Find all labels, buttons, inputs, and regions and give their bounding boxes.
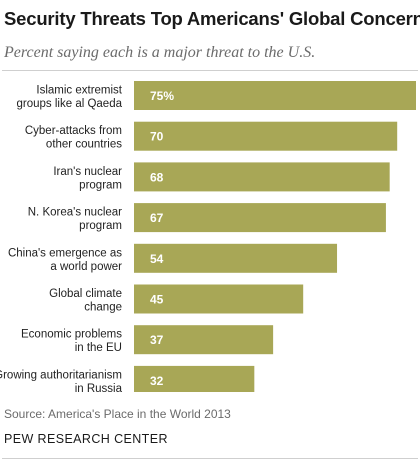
chart-title: Security Threats Top Americans' Global C… <box>4 8 420 29</box>
top-divider <box>2 70 418 71</box>
category-label: Growing authoritarianism in Russia <box>0 369 123 392</box>
bar <box>134 284 304 314</box>
category-label: Islamic extremist groups like al Qaeda <box>17 85 123 111</box>
value-label: 70 <box>150 130 164 144</box>
category-label: Cyber-attacks from other countries <box>25 125 122 151</box>
bar-row: Iran's nuclear program 68 <box>53 162 390 192</box>
bar <box>134 365 255 392</box>
bar <box>134 81 416 110</box>
bar-row: N. Korea's nuclear program 67 <box>28 203 386 233</box>
bar <box>134 203 386 233</box>
category-label: Economic problems in the EU <box>21 329 122 355</box>
value-label: 32 <box>150 374 164 388</box>
bar <box>134 121 398 151</box>
bar <box>134 162 390 192</box>
bar-row: China's emergence as a world power 54 <box>8 243 338 273</box>
category-label: Iran's nuclear program <box>53 166 122 192</box>
value-label: 75% <box>150 89 174 103</box>
bar <box>134 325 274 355</box>
value-label: 67 <box>150 211 164 225</box>
value-label: 45 <box>150 293 164 307</box>
bottom-divider <box>2 458 418 459</box>
bar-row: Islamic extremist groups like al Qaeda 75% <box>17 81 416 110</box>
value-label: 54 <box>150 252 164 266</box>
category-label: China's emergence as a world power <box>8 247 122 272</box>
bar-row: Economic problems in the EU 37 <box>21 325 274 355</box>
source-note: Source: America's Place in the World 201… <box>4 407 231 421</box>
bar-row: Growing authoritarianism in Russia 32 <box>0 365 255 392</box>
chart-subtitle: Percent saying each is a major threat to… <box>4 44 316 61</box>
bar <box>134 243 338 273</box>
value-label: 37 <box>150 333 164 347</box>
category-label: Global climate change <box>49 288 122 314</box>
value-label: 68 <box>150 170 164 184</box>
bar-chart: Islamic extremist groups like al Qaeda 75%… <box>0 81 416 392</box>
bar-row: Cyber-attacks from other countries 70 <box>25 121 398 151</box>
bar-row: Global climate change 45 <box>49 284 304 314</box>
organization-name: PEW RESEARCH CENTER <box>4 432 168 446</box>
category-label: N. Korea's nuclear program <box>28 207 122 233</box>
